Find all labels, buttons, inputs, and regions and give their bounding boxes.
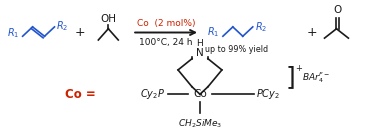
- Text: O: O: [333, 5, 342, 15]
- Text: Co: Co: [193, 89, 207, 99]
- Text: $R_1$: $R_1$: [7, 27, 19, 40]
- Text: $R_2$: $R_2$: [255, 20, 267, 34]
- Text: 100°C, 24 h: 100°C, 24 h: [139, 38, 193, 47]
- Text: +: +: [296, 64, 302, 73]
- Text: $BAr^F_4{}^-$: $BAr^F_4{}^-$: [302, 70, 330, 85]
- Text: Co  (2 mol%): Co (2 mol%): [137, 19, 195, 28]
- Text: $R_2$: $R_2$: [56, 19, 69, 33]
- Text: H: H: [197, 39, 203, 48]
- Text: +: +: [306, 26, 317, 39]
- Text: $PCy_2$: $PCy_2$: [256, 87, 280, 101]
- Text: OH: OH: [100, 14, 116, 24]
- Text: +: +: [75, 26, 86, 39]
- Text: $Cy_2P$: $Cy_2P$: [140, 87, 165, 101]
- Text: Co =: Co =: [65, 88, 95, 101]
- Text: $CH_2SiMe_3$: $CH_2SiMe_3$: [178, 118, 222, 130]
- Text: $R_1$: $R_1$: [207, 26, 219, 39]
- Text: ]: ]: [286, 65, 295, 89]
- Text: up to 99% yield: up to 99% yield: [205, 45, 268, 54]
- Text: N: N: [196, 48, 204, 58]
